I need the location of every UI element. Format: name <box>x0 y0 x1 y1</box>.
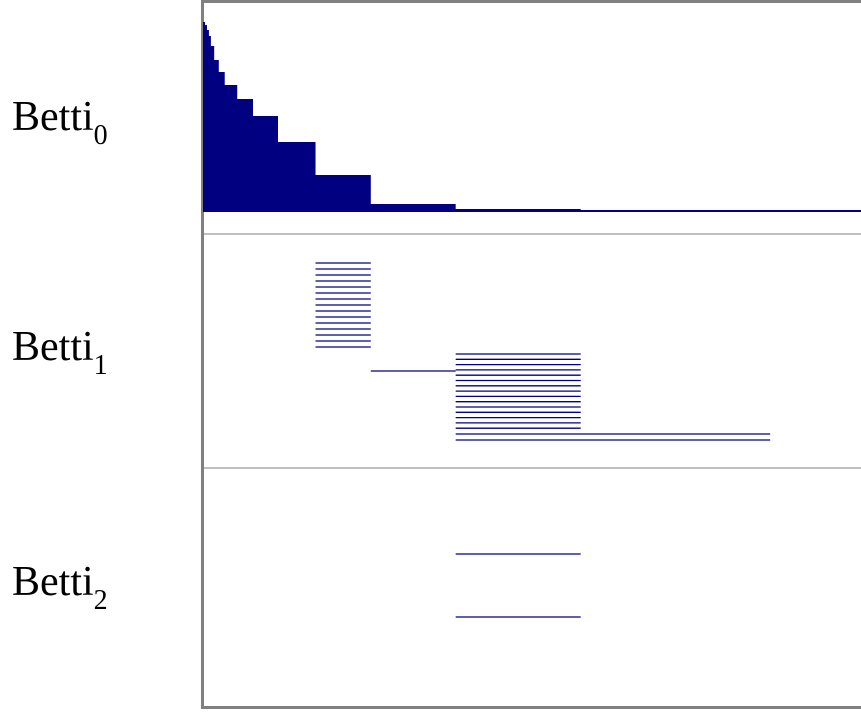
label-text: Betti <box>12 324 94 370</box>
bar-group <box>203 85 238 99</box>
bar-group <box>203 210 861 212</box>
bar-group <box>203 25 207 30</box>
bar-group <box>203 60 219 72</box>
label-subscript: 2 <box>94 585 108 616</box>
panel-border <box>201 0 861 709</box>
bar-group <box>203 142 316 175</box>
bar-group <box>203 99 254 116</box>
bar-group <box>203 116 279 142</box>
dimension-label: Betti0 <box>12 94 108 151</box>
bar-group <box>203 204 456 209</box>
bar-group <box>203 22 205 25</box>
bar-group <box>203 72 225 85</box>
dimension-label: Betti1 <box>12 324 108 381</box>
bar-group <box>203 46 215 60</box>
label-text: Betti <box>12 559 94 605</box>
label-text: Betti <box>12 94 94 140</box>
dimension-label: Betti2 <box>12 559 108 616</box>
label-subscript: 0 <box>94 120 108 151</box>
label-subscript: 1 <box>94 350 108 381</box>
bar-group <box>203 209 581 210</box>
bar-group <box>203 36 211 46</box>
bar-group <box>203 30 209 36</box>
bar-group <box>203 175 371 204</box>
